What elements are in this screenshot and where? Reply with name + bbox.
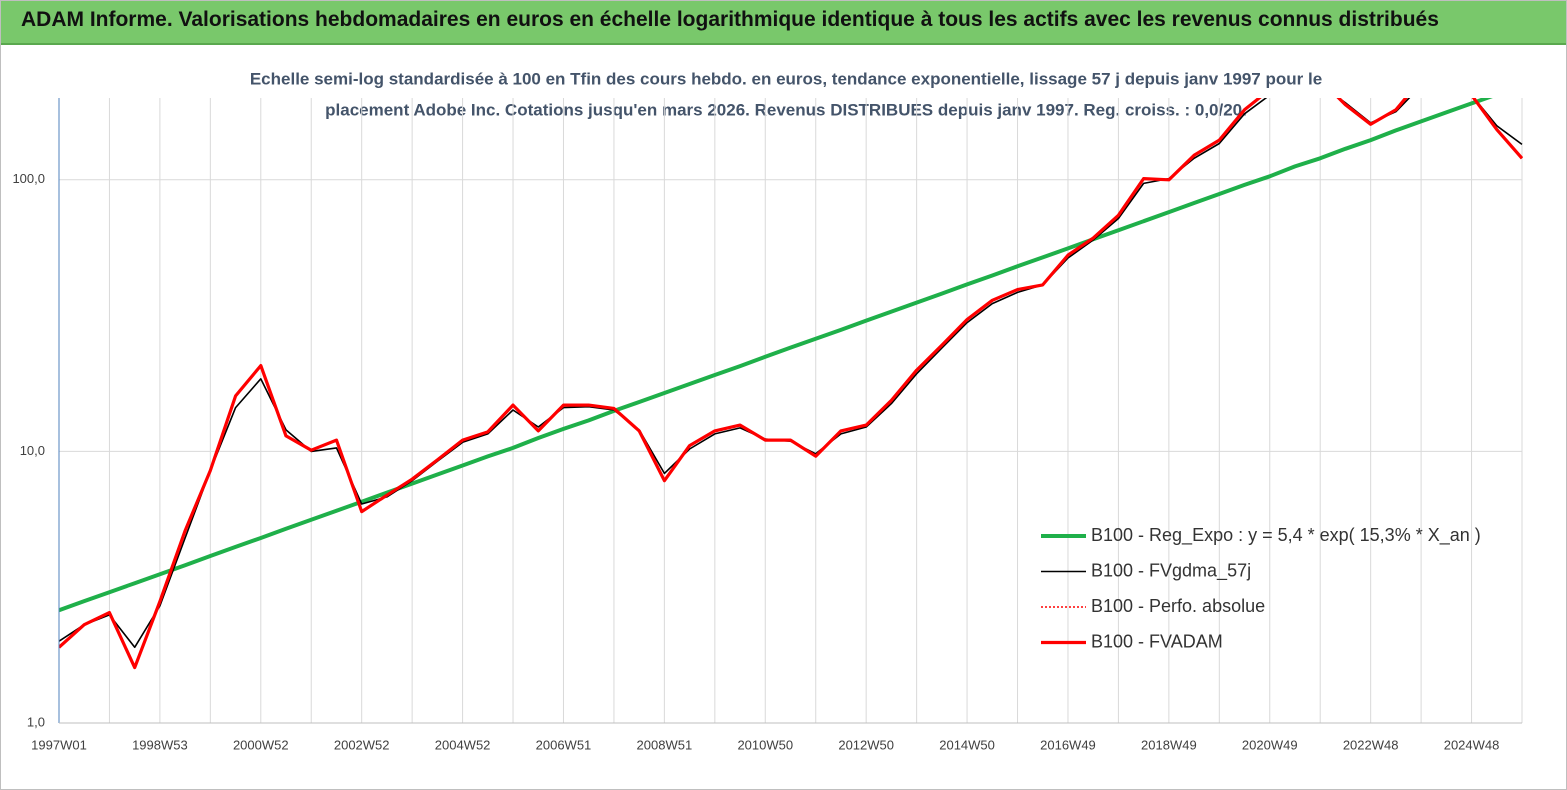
chart: Echelle semi-log standardisée à 100 en T… (12, 69, 1523, 752)
legend-label: B100 - Reg_Expo : y = 5,4 * exp( 15,3% *… (1091, 525, 1481, 546)
y-tick-label: 10,0 (20, 443, 45, 458)
x-tick-label: 2004W52 (435, 737, 491, 752)
legend: B100 - Reg_Expo : y = 5,4 * exp( 15,3% *… (1041, 525, 1481, 651)
x-tick-label: 2002W52 (334, 737, 390, 752)
x-tick-label: 1997W01 (31, 737, 87, 752)
x-tick-label: 2022W48 (1343, 737, 1399, 752)
legend-label: B100 - FVADAM (1091, 631, 1223, 651)
x-tick-label: 2024W48 (1444, 737, 1500, 752)
x-tick-label: 2000W52 (233, 737, 289, 752)
axes: 1,0 10,0 100,0 1997W01 1998W53 2000W52 2002W52… (12, 98, 1522, 752)
series-line (59, 98, 1523, 669)
chart-title: ADAM Informe. Valorisations hebdomadaire… (21, 8, 1439, 31)
subtitle: Echelle semi-log standardisée à 100 en T… (250, 69, 1322, 88)
y-tick-label: 1,0 (27, 714, 45, 729)
legend-label: B100 - Perfo. absolue (1091, 596, 1265, 616)
x-tick-label: 2014W50 (939, 737, 995, 752)
x-tick-label: 2010W50 (737, 737, 793, 752)
x-tick-label: 2012W50 (838, 737, 894, 752)
series-line (59, 98, 1523, 649)
subtitle: placement Adobe Inc. Cotations jusqu'en … (325, 100, 1247, 119)
series-line (59, 98, 1523, 670)
x-tick-label: 2018W49 (1141, 737, 1197, 752)
x-tick-label: 1998W53 (132, 737, 188, 752)
plot-area (59, 98, 1523, 670)
x-tick-label: 2020W49 (1242, 737, 1298, 752)
x-tick-label: 2016W49 (1040, 737, 1096, 752)
title-bar: ADAM Informe. Valorisations hebdomadaire… (1, 1, 1566, 45)
y-tick-label: 100,0 (12, 171, 45, 186)
series-line (59, 98, 1493, 613)
legend-label: B100 - FVgdma_57j (1091, 560, 1251, 581)
x-tick-label: 2008W51 (637, 737, 693, 752)
x-tick-label: 2006W51 (536, 737, 592, 752)
